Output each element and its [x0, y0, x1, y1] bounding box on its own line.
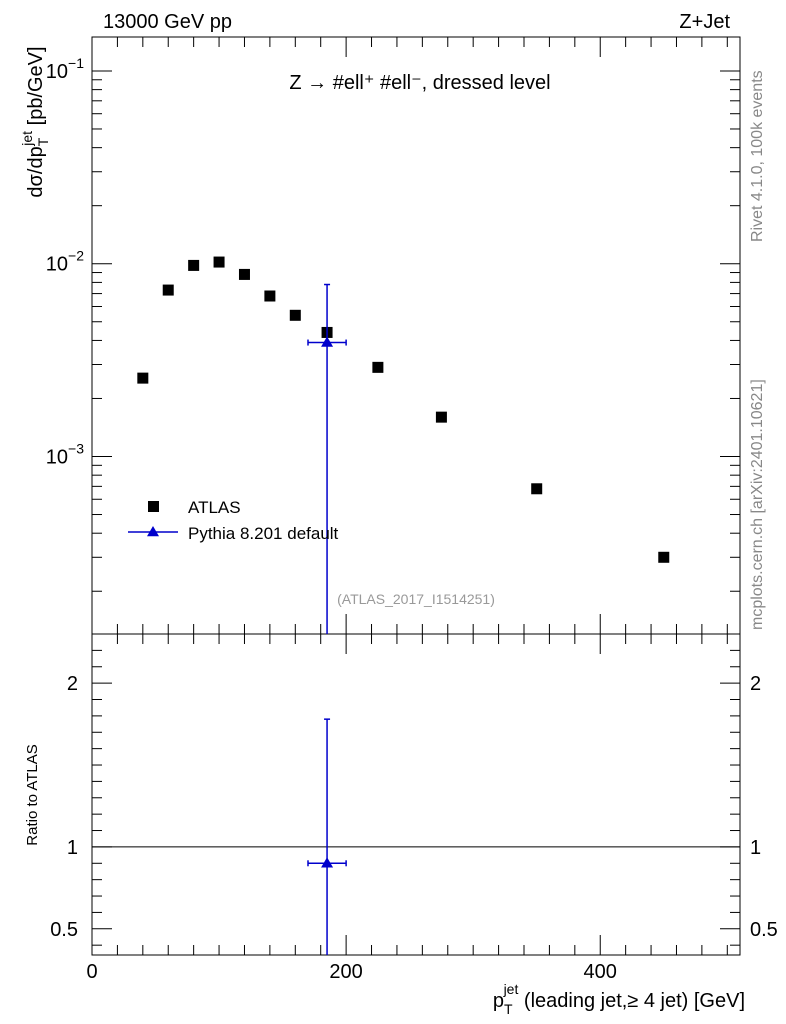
- main-y-tick-label: 10−3: [46, 440, 84, 468]
- atlas-data-point: [137, 372, 149, 384]
- header-left: 13000 GeV pp: [103, 11, 232, 33]
- atlas-data-point: [162, 284, 174, 296]
- main-y-tick-label: 10−2: [46, 248, 84, 276]
- pythia-data-point: [321, 336, 334, 347]
- ratio-plot-frame: [91, 633, 741, 956]
- main-data-marks: [137, 256, 670, 634]
- main-y-axis-label: dσ/dpTjet [pb/GeV]: [19, 46, 51, 197]
- x-axis-label: pTjet (leading jet,≥ 4 jet) [GeV]: [493, 981, 745, 1017]
- atlas-data-point: [264, 290, 276, 302]
- atlas-data-point: [372, 361, 384, 373]
- ratio-y-axis-label: Ratio to ATLAS: [24, 744, 41, 845]
- main-y-tick-label: 10−1: [46, 55, 84, 83]
- atlas-data-point: [435, 411, 447, 423]
- x-tick-label: 400: [584, 961, 617, 983]
- atlas-data-point: [213, 256, 225, 268]
- legend-pythia-label: Pythia 8.201 default: [188, 524, 339, 543]
- legend-atlas-label: ATLAS: [188, 498, 241, 517]
- ratio-data-marks: [307, 718, 347, 955]
- main-y-ticks: 10−3 10−2 10−1: [46, 55, 740, 592]
- atlas-data-point: [289, 309, 301, 321]
- ratio-y-tick-label: 2: [67, 673, 78, 695]
- ratio-y-tick-label-right: 2: [750, 673, 761, 695]
- x-ticks: 0 200 400: [86, 37, 728, 983]
- ratio-y-tick-label-right: 0.5: [750, 919, 778, 941]
- x-tick-label: 0: [86, 961, 97, 983]
- atlas-data-point: [658, 551, 670, 563]
- ratio-y-tick-label: 1: [67, 837, 78, 859]
- atlas-data-point: [238, 268, 250, 280]
- ratio-y-ticks: 0.5 0.5 1 1 2 2: [50, 649, 778, 946]
- atlas-data-point: [531, 483, 543, 495]
- ratio-y-tick-label-right: 1: [750, 837, 761, 859]
- header-right: Z+Jet: [679, 11, 730, 33]
- main-plot-frame: [91, 36, 741, 635]
- rivet-label: Rivet 4.1.0, 100k events: [749, 70, 766, 242]
- main-title: Z → #ell⁺ #ell⁻, dressed level: [289, 72, 550, 94]
- legend: ATLAS Pythia 8.201 default: [128, 498, 339, 543]
- legend-pythia-marker: [147, 526, 159, 537]
- legend-atlas-marker: [148, 501, 159, 512]
- pythia-ratio-data-point: [321, 857, 334, 868]
- atlas-data-point: [188, 259, 200, 271]
- svg-text:dσ/dpTjet [pb/GeV]: dσ/dpTjet [pb/GeV]: [19, 46, 51, 197]
- mcplots-label: mcplots.cern.ch [arXiv:2401.10621]: [749, 379, 766, 630]
- ratio-y-tick-label: 0.5: [50, 919, 78, 941]
- analysis-watermark: (ATLAS_2017_I1514251): [337, 591, 495, 607]
- x-tick-label: 200: [329, 961, 362, 983]
